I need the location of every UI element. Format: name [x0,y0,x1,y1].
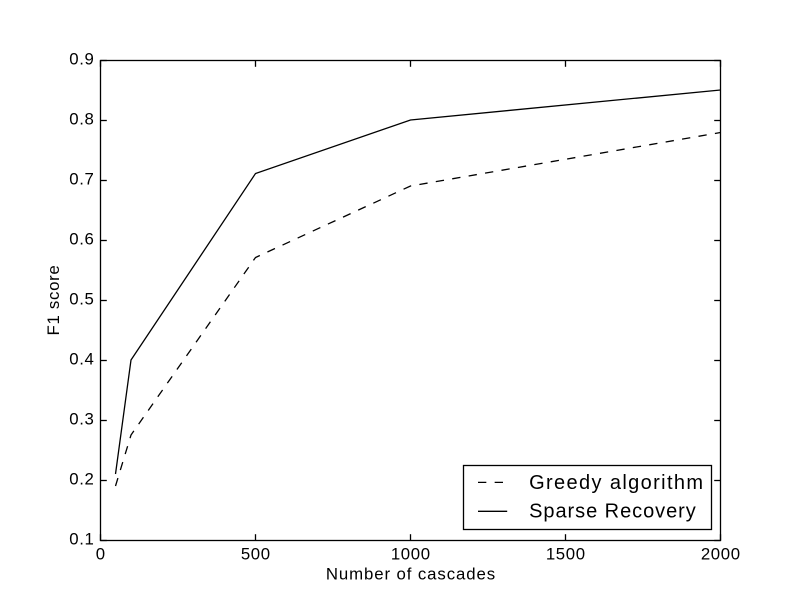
svg-text:0.7: 0.7 [69,170,94,189]
svg-text:Greedy algorithm: Greedy algorithm [529,472,704,494]
svg-text:2000: 2000 [701,544,741,563]
svg-text:0.1: 0.1 [69,530,94,549]
svg-text:0.8: 0.8 [69,110,94,129]
svg-text:500: 500 [241,544,271,563]
svg-text:0.4: 0.4 [69,350,94,369]
svg-text:0.9: 0.9 [69,50,94,69]
svg-text:F1 score: F1 score [44,265,63,336]
svg-text:0.6: 0.6 [69,230,94,249]
svg-text:0.5: 0.5 [69,290,94,309]
svg-text:0.3: 0.3 [69,410,94,429]
svg-text:1000: 1000 [391,544,431,563]
svg-text:0.2: 0.2 [69,470,94,489]
svg-text:0: 0 [96,544,106,563]
svg-text:Sparse Recovery: Sparse Recovery [529,501,697,523]
svg-text:1500: 1500 [546,544,586,563]
svg-text:Number of cascades: Number of cascades [326,565,496,584]
